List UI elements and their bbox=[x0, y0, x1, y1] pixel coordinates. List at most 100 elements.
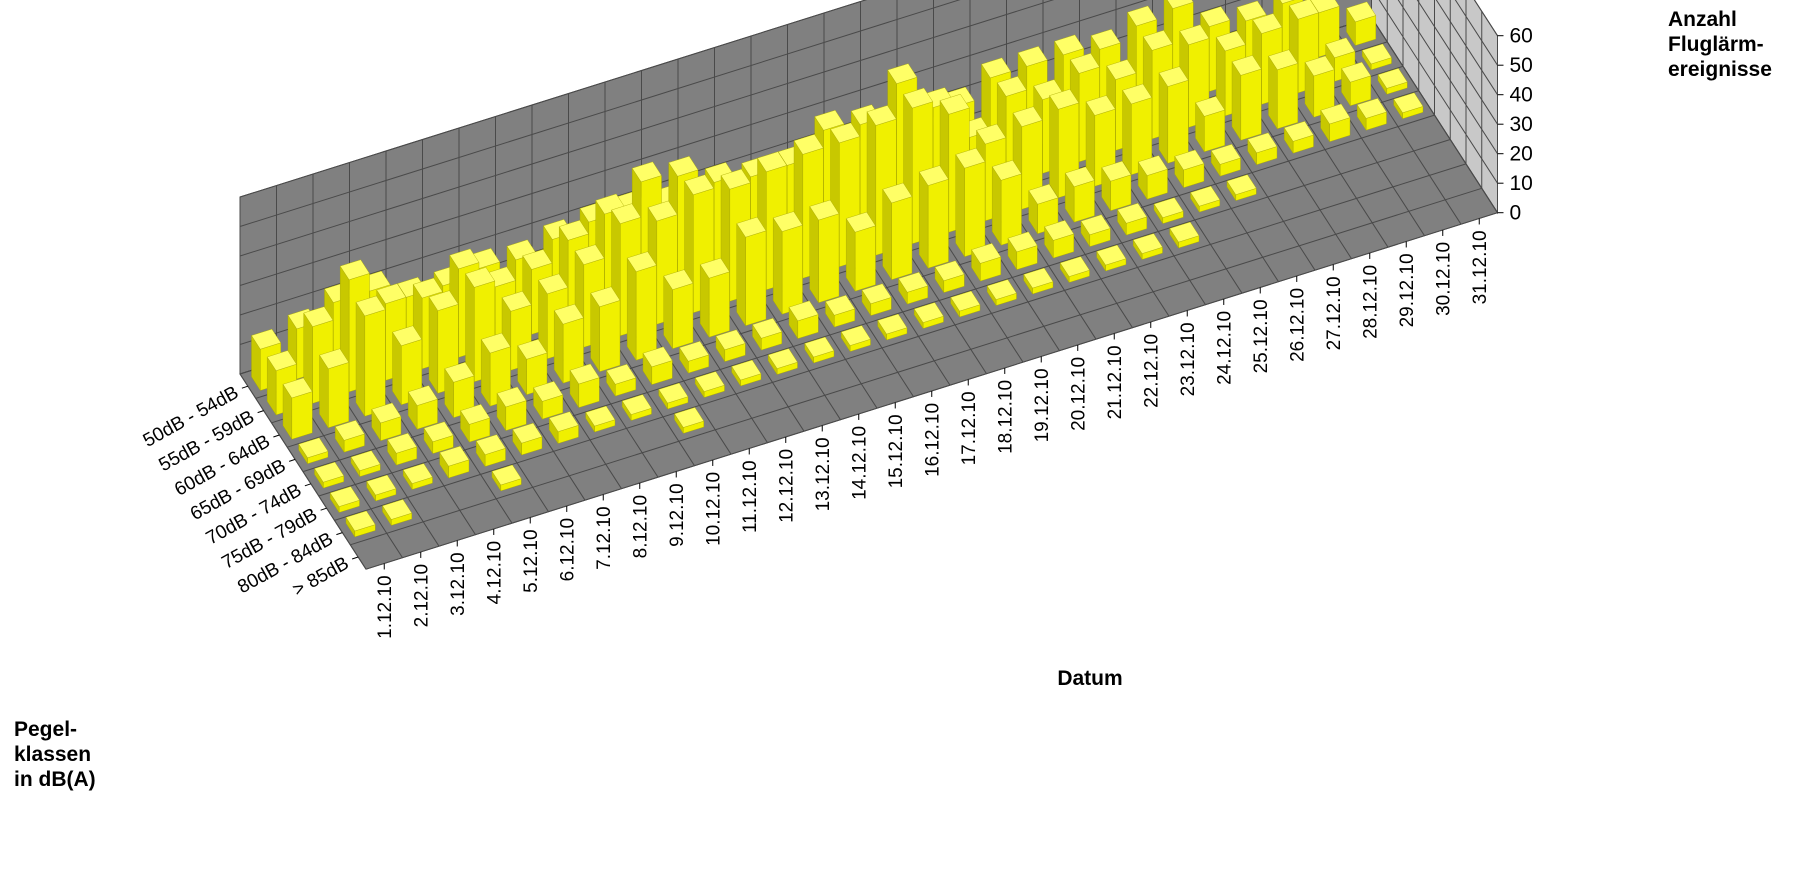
y-tick bbox=[320, 507, 327, 511]
bar-top-face bbox=[809, 199, 840, 221]
x-tick-label: 26.12.10 bbox=[1288, 288, 1309, 362]
bar-top-face bbox=[1054, 34, 1085, 56]
x-tick-label: 6.12.10 bbox=[558, 518, 579, 581]
bar-65db-69db-23-12-10 bbox=[1101, 160, 1132, 212]
bar-top-face bbox=[1007, 231, 1038, 253]
y-axis-title: Pegel- klassen in dB(A) bbox=[14, 718, 96, 791]
bar-65db-69db-29-12-10 bbox=[1320, 103, 1351, 143]
x-tick-label: 24.12.10 bbox=[1215, 311, 1236, 385]
x-tick-label: 10.12.10 bbox=[704, 472, 725, 546]
bar-top-face bbox=[558, 219, 589, 241]
x-tick-label: 12.12.10 bbox=[777, 449, 798, 523]
chart-ticks bbox=[241, 35, 1504, 570]
z-gridline bbox=[239, 0, 1498, 227]
bar-top-face bbox=[1132, 233, 1163, 254]
bar-70db-74db-6-12-10 bbox=[496, 386, 527, 432]
bar-70db-74db-15-12-10 bbox=[825, 294, 856, 328]
bar-top-face bbox=[840, 325, 871, 346]
bar-top-face bbox=[1304, 55, 1335, 77]
bar-front-face bbox=[672, 283, 694, 349]
bar-top-face bbox=[1393, 92, 1424, 114]
bar-top-face bbox=[1210, 144, 1241, 165]
bar-side-face bbox=[428, 296, 438, 394]
svg-text:klassen: klassen bbox=[14, 743, 91, 766]
bar-top-face bbox=[334, 420, 365, 441]
bar-front-face bbox=[781, 224, 803, 315]
bar-65db-69db-9-12-10 bbox=[590, 286, 621, 373]
bar-60db-64db-5-12-10 bbox=[428, 290, 459, 394]
bar-top-face bbox=[553, 303, 584, 325]
bar-65db-69db-1-12-10 bbox=[298, 437, 329, 465]
bar-top-face bbox=[1288, 0, 1319, 20]
bar-top-face bbox=[402, 463, 433, 484]
bar-70db-74db-12-12-10 bbox=[715, 329, 746, 363]
bar-65db-69db-11-12-10 bbox=[663, 269, 694, 350]
bar-top-face bbox=[314, 461, 345, 483]
bar-top-face bbox=[282, 377, 313, 399]
bar-front-face bbox=[1204, 109, 1226, 153]
bar-65db-69db-16-12-10 bbox=[845, 211, 876, 292]
bar-top-face bbox=[679, 340, 710, 362]
bar-top-face bbox=[642, 346, 673, 368]
bar-top-face bbox=[887, 63, 918, 84]
bar-front-face bbox=[364, 309, 386, 417]
bar-top-face bbox=[731, 359, 762, 381]
bar-70db-74db-26-12-10 bbox=[1226, 174, 1257, 202]
bar-top-face bbox=[319, 348, 350, 370]
bar-70db-74db-18-12-10 bbox=[934, 260, 965, 294]
bar-top-face bbox=[517, 338, 548, 360]
bar-top-face bbox=[444, 361, 475, 383]
bar-front-face bbox=[891, 196, 913, 280]
bar-top-face bbox=[674, 407, 705, 428]
bar-top-face bbox=[475, 434, 506, 455]
y-tick bbox=[351, 556, 359, 560]
bar-70db-74db-3-12-10 bbox=[387, 432, 418, 466]
bar-top-face bbox=[934, 260, 965, 282]
z-tick-label: 60 bbox=[1510, 25, 1533, 48]
bar-75db-79db-2-12-10 bbox=[366, 474, 397, 502]
z-tick-label: 20 bbox=[1510, 143, 1533, 166]
bar-top-face bbox=[1236, 0, 1267, 22]
svg-text:ereignisse: ereignisse bbox=[1668, 58, 1772, 81]
bar-65db-69db-18-12-10 bbox=[918, 165, 949, 269]
bar-65db-69db-25-12-10 bbox=[1174, 149, 1205, 189]
bar-top-face bbox=[407, 385, 438, 406]
x-tick-label: 3.12.10 bbox=[448, 552, 469, 615]
bar-top-face bbox=[1017, 46, 1048, 67]
z-tick-label: 30 bbox=[1510, 113, 1533, 136]
bar-top-face bbox=[1320, 103, 1351, 125]
bar-75db-79db-24-12-10 bbox=[1169, 221, 1200, 249]
bar-75db-79db-15-12-10 bbox=[840, 325, 871, 353]
bar-60db-64db-25-12-10 bbox=[1158, 66, 1189, 164]
bar-top-face bbox=[981, 57, 1012, 79]
bar-top-face bbox=[631, 161, 662, 183]
x-tick-label: 28.12.10 bbox=[1361, 265, 1382, 339]
bar-top-face bbox=[950, 290, 981, 312]
bar-top-face bbox=[866, 105, 897, 126]
bar-top-face bbox=[585, 405, 616, 427]
x-tick-label: 25.12.10 bbox=[1251, 299, 1272, 373]
bar-70db-74db-7-12-10 bbox=[533, 381, 564, 420]
bar-60db-64db-26-12-10 bbox=[1195, 96, 1226, 153]
bar-60db-64db-24-12-10 bbox=[1122, 83, 1153, 176]
bar-75db-79db-22-12-10 bbox=[1096, 244, 1127, 272]
bar-top-face bbox=[882, 182, 913, 204]
bar-top-face bbox=[1195, 96, 1226, 117]
bar-top-face bbox=[387, 432, 418, 454]
bar-80db-84db-10-12-10 bbox=[674, 407, 705, 435]
bar-70db-74db-9-12-10 bbox=[606, 363, 637, 397]
bar-75db-79db-7-12-10 bbox=[548, 411, 579, 445]
bar-top-face bbox=[1200, 6, 1231, 27]
x-tick-label: 4.12.10 bbox=[485, 541, 506, 604]
bar-65db-69db-28-12-10 bbox=[1283, 121, 1314, 154]
y-tick bbox=[336, 532, 343, 536]
bar-70db-74db-2-12-10 bbox=[350, 450, 381, 478]
bar-top-face bbox=[1346, 1, 1377, 23]
bar-top-face bbox=[439, 445, 470, 467]
bar-75db-79db-14-12-10 bbox=[804, 336, 835, 364]
bar-top-face bbox=[1226, 174, 1257, 195]
bar-top-face bbox=[1268, 49, 1299, 71]
bar-top-face bbox=[1064, 166, 1095, 188]
x-tick-label: 2.12.10 bbox=[412, 564, 433, 627]
bar-top-face bbox=[1361, 43, 1392, 65]
